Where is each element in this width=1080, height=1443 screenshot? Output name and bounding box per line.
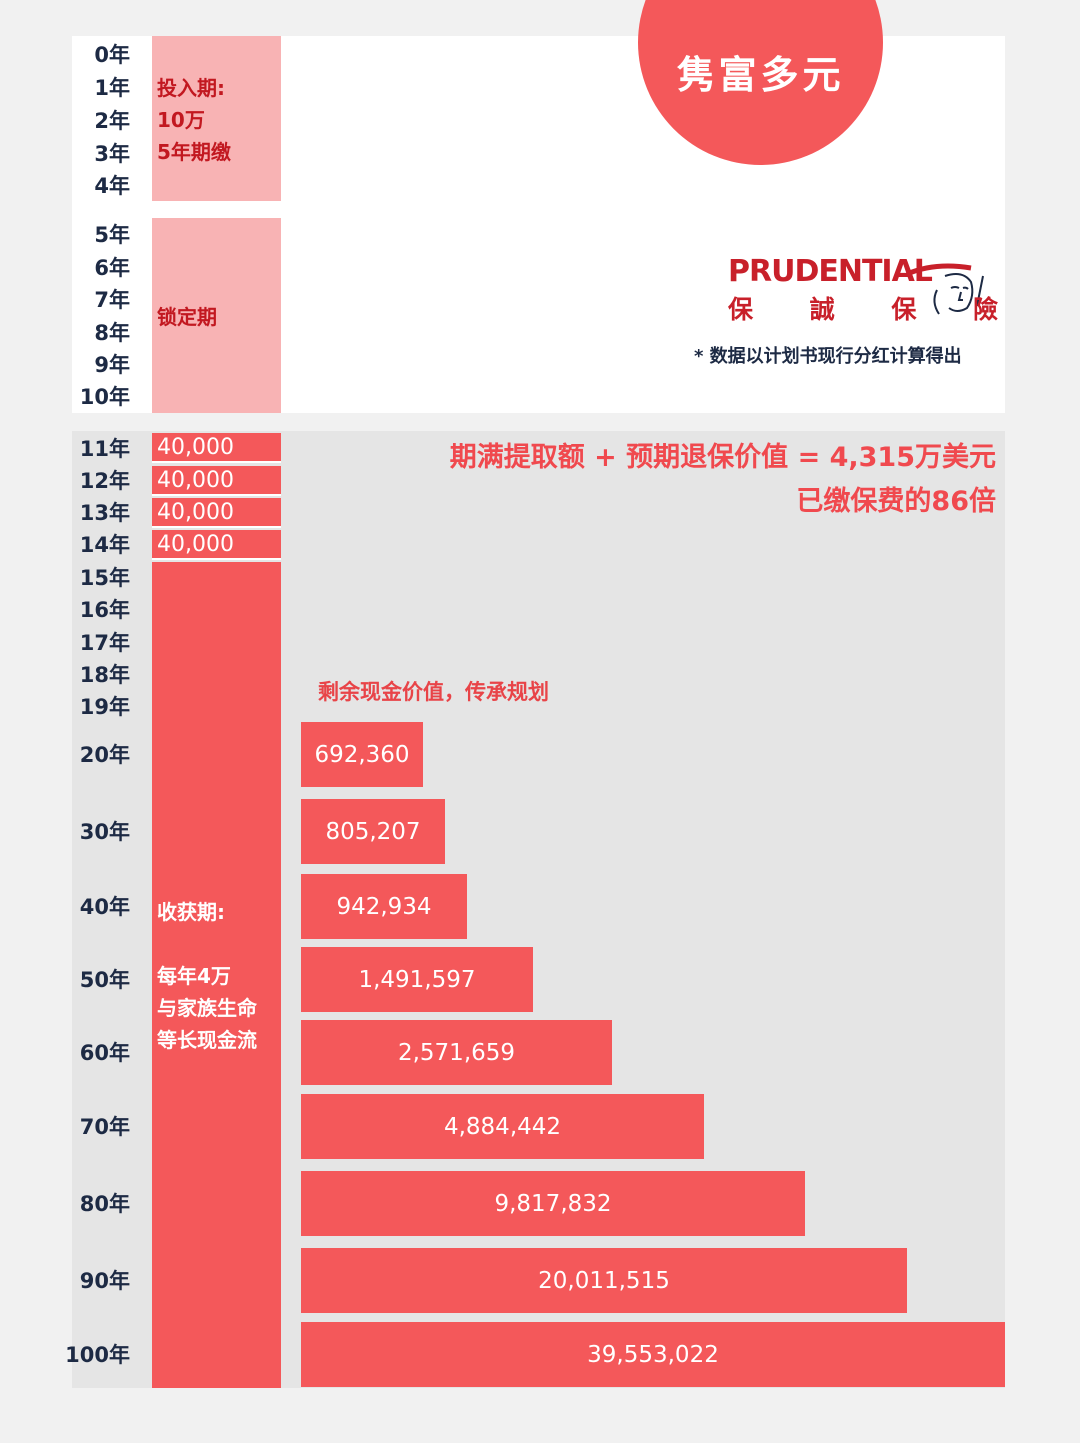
bar-value-label: 692,360 — [314, 741, 410, 768]
bar-value-label: 2,571,659 — [397, 1039, 516, 1066]
bar-value-label: 942,934 — [336, 893, 432, 920]
bar-value-label: 39,553,022 — [587, 1341, 719, 1368]
chart-bar: 1,491,597 — [301, 947, 533, 1012]
withdrawal-box: 40,000 — [152, 466, 281, 496]
prudential-logo-text: PRUDENTIAL — [728, 254, 933, 289]
prudential-chinese-name: 保 誠 保 險 — [728, 295, 1023, 324]
year-label: 7年 — [94, 288, 130, 312]
headline-line-2: 已缴保费的86倍 — [796, 486, 996, 517]
harvest-phase-block — [152, 562, 281, 1388]
chart-bar: 805,207 — [301, 799, 445, 864]
headline-line-1: 期满提取额 + 预期退保价值 = 4,315万美元 — [449, 442, 996, 473]
bar-category-label: 60年 — [79, 1040, 130, 1065]
year-label: 8年 — [94, 321, 130, 345]
prudence-head-icon — [906, 263, 984, 315]
bar-category-label: 80年 — [79, 1191, 130, 1216]
year-label: 12年 — [79, 469, 130, 493]
invest-phase-block — [152, 36, 281, 201]
year-label: 16年 — [79, 598, 130, 622]
year-label: 9年 — [94, 353, 130, 377]
year-label: 10年 — [79, 385, 130, 409]
year-label: 11年 — [79, 437, 130, 461]
year-label: 2年 — [94, 109, 130, 133]
bar-value-label: 9,817,832 — [494, 1190, 612, 1217]
bar-category-label: 70年 — [79, 1114, 130, 1139]
bar-value-label: 4,884,442 — [443, 1113, 562, 1140]
chart-bar: 2,571,659 — [301, 1020, 612, 1085]
year-label: 15年 — [79, 566, 130, 590]
bar-category-label: 40年 — [79, 894, 130, 919]
chart-bar: 20,011,515 — [301, 1248, 907, 1313]
year-label: 19年 — [79, 695, 130, 719]
withdrawal-box: 40,000 — [152, 433, 281, 463]
bar-category-label: 100年 — [65, 1342, 130, 1367]
chart-title: 剩余现金价值，传承规划 — [318, 680, 549, 704]
year-label: 4年 — [94, 174, 130, 198]
harvest-phase-label: 收获期: 每年4万 与家族生命 等长现金流 — [157, 900, 257, 1052]
lock-phase-block — [152, 218, 281, 413]
withdrawal-box: 40,000 — [152, 498, 281, 528]
bar-value-label: 1,491,597 — [358, 966, 476, 993]
year-label: 0年 — [94, 43, 130, 67]
bar-value-label: 20,011,515 — [538, 1267, 670, 1294]
chart-bar: 39,553,022 — [301, 1322, 1005, 1387]
bar-category-label: 20年 — [79, 742, 130, 767]
year-label: 18年 — [79, 663, 130, 687]
lock-phase-label: 锁定期 — [157, 305, 217, 329]
bar-category-label: 50年 — [79, 967, 130, 992]
footnote: * 数据以计划书现行分红计算得出 — [694, 346, 962, 367]
bar-category-label: 90年 — [79, 1268, 130, 1293]
year-label: 3年 — [94, 142, 130, 166]
year-label: 14年 — [79, 533, 130, 557]
withdrawal-box: 40,000 — [152, 530, 281, 560]
bar-category-label: 30年 — [79, 819, 130, 844]
year-label: 6年 — [94, 256, 130, 280]
year-label: 17年 — [79, 631, 130, 655]
bar-value-label: 805,207 — [325, 818, 421, 845]
year-label: 1年 — [94, 76, 130, 100]
chart-bar: 4,884,442 — [301, 1094, 704, 1159]
chart-bar: 692,360 — [301, 722, 423, 787]
badge-text: 隽富多元 — [676, 53, 845, 97]
year-label: 13年 — [79, 501, 130, 525]
chart-bar: 9,817,832 — [301, 1171, 805, 1236]
invest-phase-label: 投入期: 10万 5年期缴 — [157, 76, 231, 164]
chart-bar: 942,934 — [301, 874, 467, 939]
headline: 期满提取额 + 预期退保价值 = 4,315万美元 已缴保费的86倍 — [450, 436, 996, 524]
year-label: 5年 — [94, 223, 130, 247]
